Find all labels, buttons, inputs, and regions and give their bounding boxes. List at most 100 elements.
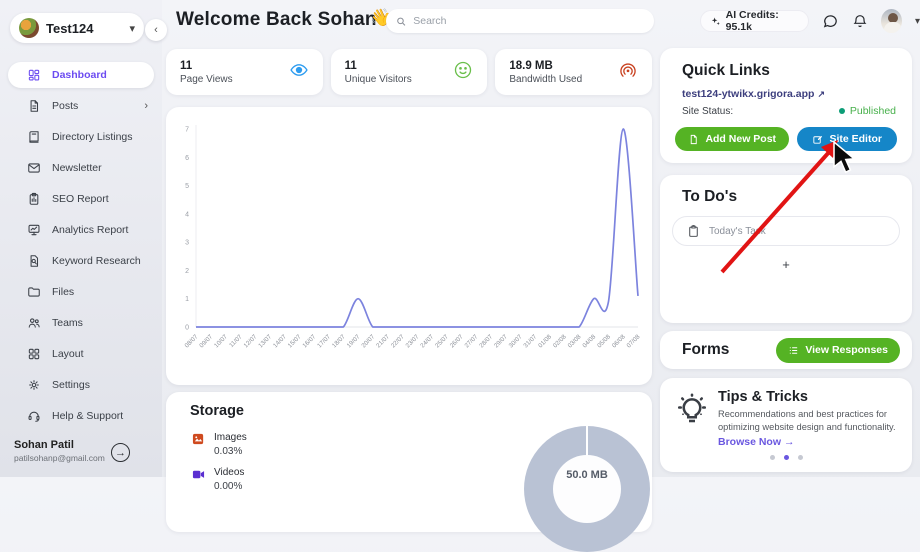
- clipboard-icon: [689, 224, 698, 237]
- stat-label: Bandwidth Used: [509, 73, 583, 85]
- sidebar-item-label: SEO Report: [52, 193, 109, 205]
- logout-button[interactable]: →: [111, 443, 130, 462]
- quick-links-card: Quick Links test124-ytwikx.grigora.app ↗ …: [660, 48, 912, 163]
- chat-button[interactable]: [822, 12, 839, 30]
- sidebar-collapse-button[interactable]: ‹: [145, 19, 167, 41]
- sidebar-item-label: Teams: [52, 317, 83, 329]
- tips-card: Tips & Tricks Recommendations and best p…: [660, 378, 912, 472]
- sidebar-item-seo-report[interactable]: SEO Report: [8, 186, 154, 212]
- view-responses-button[interactable]: View Responses: [776, 337, 900, 363]
- smiley-icon: [455, 61, 472, 78]
- sidebar: Test124 ▾ ‹ Dashboard Posts › Directory Lis…: [0, 0, 167, 477]
- svg-text:26/07: 26/07: [449, 333, 465, 349]
- sidebar-item-directory-listings[interactable]: Directory Listings: [8, 124, 154, 150]
- files-icon: [28, 287, 40, 297]
- storage-donut-chart: [524, 426, 650, 552]
- site-status-row: Site Status: Published: [682, 105, 896, 117]
- sidebar-item-newsletter[interactable]: Newsletter: [8, 155, 154, 181]
- svg-text:17/07: 17/07: [316, 333, 332, 349]
- tips-description: Recommendations and best practices for o…: [718, 409, 896, 432]
- stat-card-unique-visitors: 11 Unique Visitors: [330, 49, 488, 95]
- svg-text:02/08: 02/08: [552, 333, 568, 349]
- svg-text:6: 6: [185, 155, 189, 162]
- header-actions: AI Credits: 95.1k ▾: [700, 8, 920, 34]
- sidebar-item-analytics-report[interactable]: Analytics Report: [8, 217, 154, 243]
- settings-icon: [29, 380, 39, 390]
- videos-icon: [192, 470, 205, 479]
- sidebar-item-keyword-research[interactable]: Keyword Research: [8, 248, 154, 274]
- carousel-dot-2[interactable]: [797, 455, 803, 460]
- svg-text:23/07: 23/07: [405, 333, 421, 349]
- edit-icon: [813, 135, 823, 144]
- sidebar-item-files[interactable]: Files: [8, 279, 154, 305]
- storage-legend-images: Images 0.03%: [192, 432, 247, 457]
- sidebar-item-teams[interactable]: Teams: [8, 310, 154, 336]
- carousel-dots: [660, 455, 912, 460]
- svg-text:28/07: 28/07: [478, 333, 494, 349]
- chevron-right-icon: ›: [144, 100, 148, 112]
- stat-value: 18.9 MB: [509, 59, 553, 72]
- bell-icon: [853, 15, 867, 28]
- site-editor-button[interactable]: Site Editor: [797, 127, 897, 151]
- chat-bubble-icon: [823, 14, 837, 27]
- page-title: Welcome Back Sohan: [176, 9, 377, 30]
- carousel-dot-1[interactable]: [783, 455, 789, 460]
- add-new-post-button[interactable]: Add New Post: [675, 127, 790, 151]
- svg-text:22/07: 22/07: [390, 333, 406, 349]
- notifications-button[interactable]: [852, 12, 868, 30]
- quick-links-buttons: Add New Post Site Editor: [675, 127, 897, 151]
- search-box[interactable]: [386, 9, 654, 33]
- sidebar-item-help-support[interactable]: Help & Support: [8, 403, 154, 429]
- todo-task-input[interactable]: Today's Task: [672, 216, 900, 246]
- keyword-icon: [30, 255, 39, 267]
- site-url-link[interactable]: test124-ytwikx.grigora.app ↗: [682, 88, 825, 100]
- svg-text:24/07: 24/07: [419, 333, 435, 349]
- sidebar-item-dashboard[interactable]: Dashboard: [8, 62, 154, 88]
- svg-text:1: 1: [185, 296, 189, 303]
- storage-total: 50.0 MB: [566, 469, 608, 481]
- site-status-label: Site Status:: [682, 105, 734, 117]
- svg-text:7: 7: [185, 127, 189, 134]
- svg-text:3: 3: [185, 240, 189, 247]
- stat-label: Page Views: [180, 73, 233, 85]
- user-email: patilsohanp@gmail.com: [14, 453, 105, 463]
- chevron-down-icon[interactable]: ▾: [914, 15, 920, 27]
- posts-icon: [30, 100, 39, 112]
- layout-icon: [28, 348, 40, 360]
- arrow-right-icon: →: [783, 436, 795, 448]
- storage-title: Storage: [190, 403, 244, 419]
- svg-text:2: 2: [185, 268, 189, 275]
- stats-row: 11 Page Views 11 Unique Visitors 18.9 MB…: [166, 49, 653, 95]
- svg-text:03/08: 03/08: [567, 333, 583, 349]
- add-todo-button[interactable]: +: [660, 257, 912, 272]
- sidebar-item-label: Analytics Report: [52, 224, 129, 236]
- external-link-icon: ↗: [817, 89, 826, 99]
- sidebar-item-label: Help & Support: [52, 410, 124, 422]
- browse-now-label: Browse Now: [718, 436, 782, 448]
- carousel-dot-0[interactable]: [769, 455, 775, 460]
- ai-credits-badge[interactable]: AI Credits: 95.1k: [700, 9, 809, 33]
- seo-icon: [29, 192, 39, 205]
- sidebar-item-label: Newsletter: [52, 162, 102, 174]
- sidebar-item-posts[interactable]: Posts ›: [8, 93, 154, 119]
- svg-text:31/07: 31/07: [522, 333, 538, 349]
- svg-text:07/08: 07/08: [626, 333, 642, 349]
- svg-text:30/07: 30/07: [508, 333, 524, 349]
- user-block: Sohan Patil patilsohanp@gmail.com →: [14, 439, 148, 463]
- legend-value: 0.03%: [214, 446, 243, 457]
- forms-title: Forms: [682, 341, 730, 358]
- workspace-switcher[interactable]: Test124 ▾: [10, 13, 144, 43]
- user-avatar[interactable]: [880, 9, 902, 33]
- sparkle-icon: [711, 16, 720, 25]
- svg-text:06/08: 06/08: [611, 333, 627, 349]
- todo-task-placeholder: Today's Task: [709, 225, 766, 237]
- logout-arrow-icon: →: [115, 446, 126, 459]
- lightbulb-icon: [674, 391, 710, 432]
- stat-card-page-views: 11 Page Views: [166, 49, 323, 95]
- sidebar-item-settings[interactable]: Settings: [8, 372, 154, 398]
- sidebar-item-layout[interactable]: Layout: [8, 341, 154, 367]
- search-input[interactable]: [413, 15, 644, 27]
- storage-legend: Images 0.03% Videos 0.00%: [192, 432, 247, 492]
- browse-now-link[interactable]: Browse Now →: [718, 436, 794, 448]
